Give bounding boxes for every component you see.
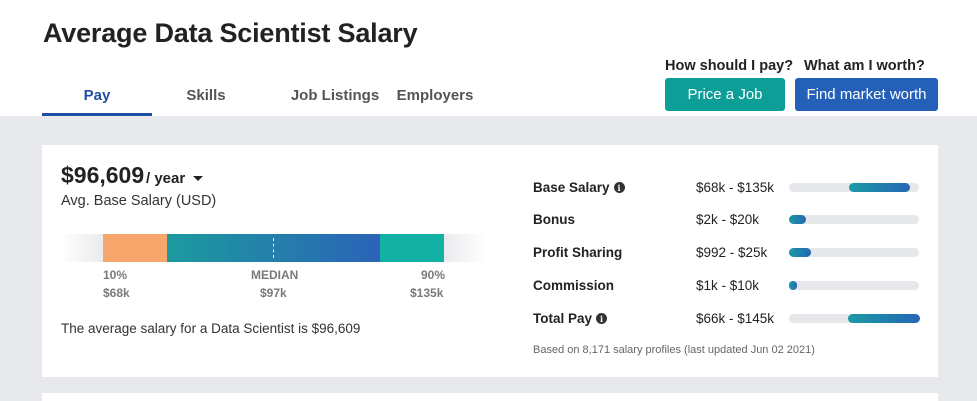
breakdown-label-text: Commission: [533, 278, 615, 293]
breakdown-label-text: Bonus: [533, 212, 575, 227]
salary-subtitle: Avg. Base Salary (USD): [61, 193, 217, 209]
breakdown-row-label: Total Pay i: [533, 311, 608, 326]
p10-value: $68k: [103, 286, 130, 300]
page-title: Average Data Scientist Salary: [43, 18, 418, 48]
worth-question-label: What am I worth?: [804, 58, 925, 74]
breakdown-bar-track: [789, 314, 920, 323]
breakdown-bar-fill: [848, 314, 920, 323]
p90-label: 90%: [421, 268, 446, 282]
breakdown-range: $68k - $135k: [696, 180, 775, 195]
breakdown-bar-track: [789, 183, 919, 192]
breakdown-bar-fill: [789, 248, 811, 257]
pay-question-label: How should I pay?: [665, 58, 794, 74]
active-tab-indicator: [42, 113, 152, 116]
salary-range-bar: [61, 234, 486, 262]
breakdown-bar-track: [789, 248, 919, 257]
tab-job-listings[interactable]: Job Listings: [290, 87, 380, 104]
range-high-segment: [380, 234, 444, 262]
tab-skills[interactable]: Skills: [186, 87, 226, 104]
pay-period-selector[interactable]: / year: [146, 170, 186, 187]
breakdown-range: $66k - $145k: [696, 311, 775, 326]
p90-value: $135k: [410, 286, 444, 300]
breakdown-range: $2k - $20k: [696, 212, 760, 227]
info-icon[interactable]: i: [596, 313, 608, 324]
median-marker: [273, 238, 274, 258]
breakdown-bar-fill: [849, 183, 910, 192]
range-low-segment: [103, 234, 167, 262]
median-value: $97k: [260, 286, 287, 300]
median-label: MEDIAN: [251, 268, 299, 282]
info-icon[interactable]: i: [613, 182, 625, 193]
tab-pay[interactable]: Pay: [83, 87, 111, 104]
breakdown-range: $1k - $10k: [696, 278, 760, 293]
p10-label: 10%: [103, 268, 128, 282]
find-market-worth-button[interactable]: Find market worth: [795, 78, 938, 111]
breakdown-row-label: Bonus: [533, 212, 575, 227]
breakdown-range: $992 - $25k: [696, 245, 768, 260]
breakdown-label-text: Profit Sharing: [533, 245, 623, 260]
price-a-job-button[interactable]: Price a Job: [665, 78, 785, 111]
breakdown-row-label: Commission: [533, 278, 614, 293]
breakdown-bar-fill: [789, 281, 797, 290]
breakdown-row-label: Base Salary i: [533, 180, 625, 195]
salary-summary: The average salary for a Data Scientist …: [61, 321, 361, 336]
breakdown-bar-fill: [789, 215, 806, 224]
average-salary-amount: $96,609: [61, 162, 145, 188]
breakdown-label-text: Total Pay: [533, 311, 593, 326]
tab-employers[interactable]: Employers: [396, 87, 474, 104]
next-card: [42, 393, 938, 401]
breakdown-bar-track: [789, 215, 919, 224]
breakdown-label-text: Base Salary: [533, 180, 610, 195]
breakdown-bar-track: [789, 281, 919, 290]
footnote: Based on 8,171 salary profiles (last upd…: [533, 344, 815, 356]
chevron-down-icon[interactable]: [193, 176, 203, 181]
breakdown-row-label: Profit Sharing: [533, 245, 622, 260]
